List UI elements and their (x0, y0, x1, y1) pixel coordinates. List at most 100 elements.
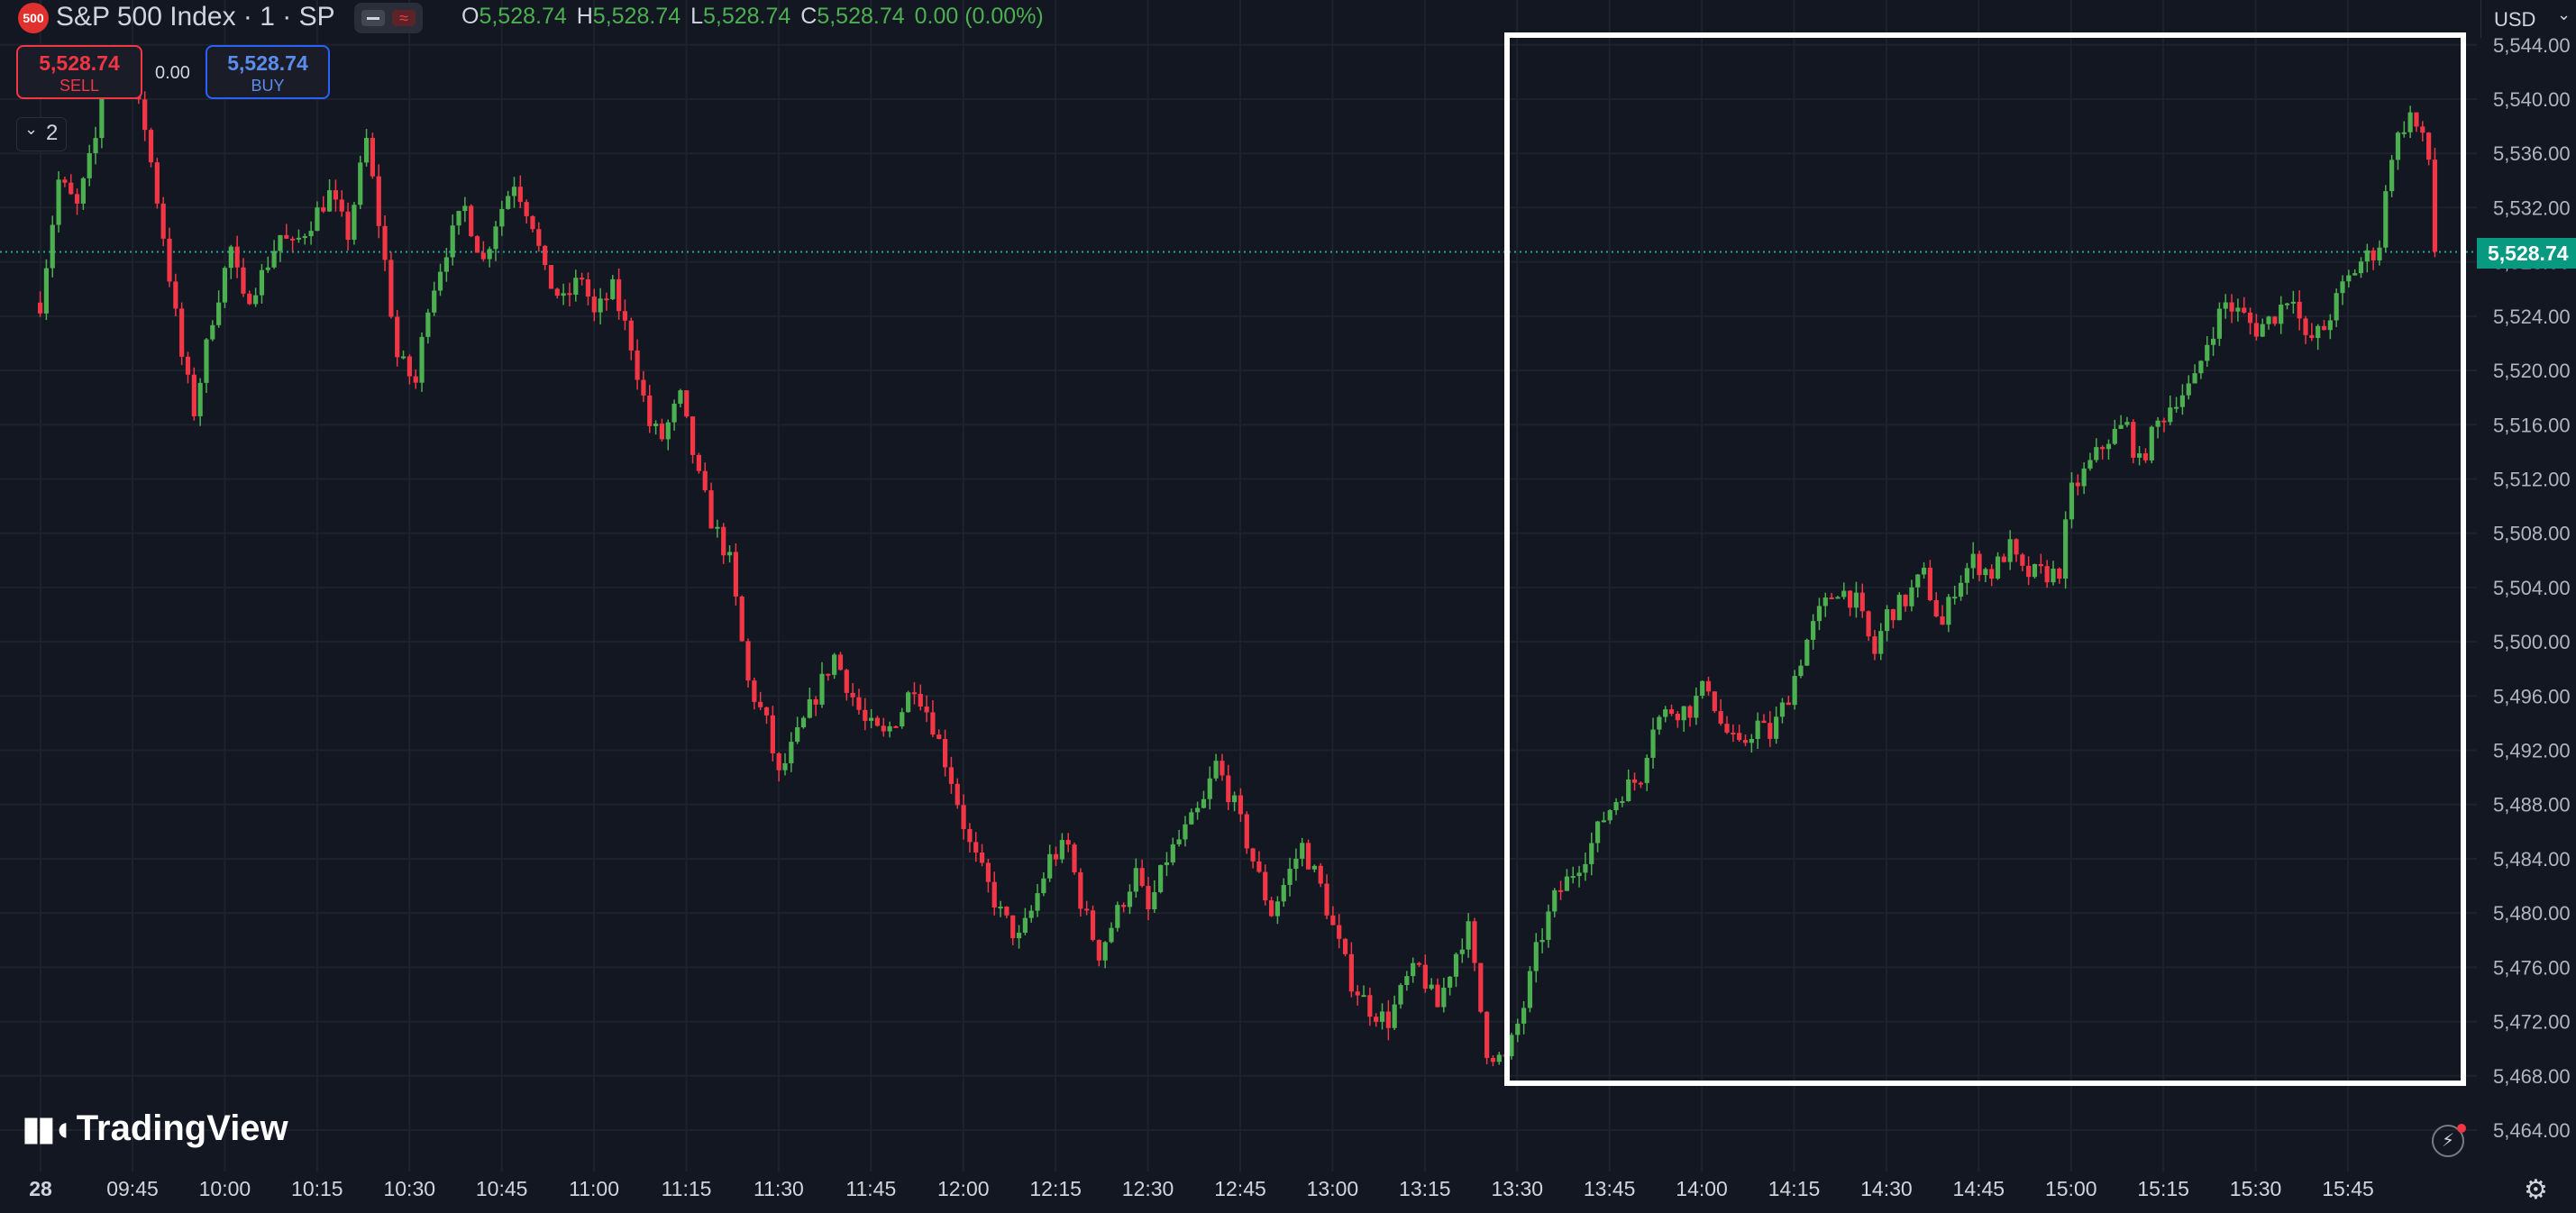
x-tick-label: 14:45 (1953, 1177, 2005, 1200)
gear-icon[interactable]: ⚙ (2524, 1175, 2548, 1205)
candle (395, 309, 400, 367)
indicators-toggle[interactable]: ⌄ 2 (16, 117, 67, 151)
candle-body (1650, 729, 1656, 758)
candle (62, 177, 68, 187)
currency-selector[interactable]: USD ⌄ (2480, 0, 2576, 38)
y-tick-label: 5,520.00 (2493, 360, 2571, 382)
symbol-logo[interactable]: 500 (18, 3, 49, 33)
candle-body (1737, 733, 1742, 741)
candle-body (204, 339, 209, 383)
candle-body (2420, 126, 2425, 133)
candle-body (1065, 840, 1071, 845)
minus-icon[interactable] (361, 10, 385, 26)
candle (1072, 842, 1077, 875)
candle (1829, 592, 1834, 599)
tradingview-logo[interactable]: ▮▮◖ TradingView (22, 1108, 288, 1149)
candle-body (1416, 962, 1422, 965)
candle (2389, 154, 2395, 197)
spread-value: 0.00 (155, 63, 190, 83)
candle-body (1731, 732, 1736, 734)
flash-icon[interactable]: ⚡ (2432, 1125, 2464, 1157)
candle (278, 234, 283, 262)
candle-body (776, 752, 781, 771)
candle-body (979, 852, 985, 863)
candle (2395, 131, 2401, 170)
candle-body (370, 138, 376, 177)
candle (1478, 962, 1484, 1014)
candle (1866, 610, 1871, 641)
candle (1189, 808, 1194, 825)
candle-body (2383, 191, 2389, 248)
candle (1731, 724, 1736, 743)
candle-body (1139, 868, 1145, 887)
candle (2358, 257, 2364, 278)
candle (1367, 987, 1373, 1026)
candle-body (580, 278, 585, 280)
candle (2253, 314, 2259, 341)
candle-body (585, 278, 591, 297)
candle (265, 256, 270, 273)
candle-body (1367, 995, 1373, 1017)
wave-icon[interactable]: ≈ (392, 10, 416, 26)
indicators-count: 2 (46, 121, 59, 145)
candle (653, 420, 659, 435)
candle (813, 696, 818, 716)
price-axis[interactable]: 5,464.00 5,468.00 5,472.00 5,476.00 5,480.00… (2493, 34, 2571, 1142)
candle-body (1096, 940, 1101, 961)
candle-body (443, 257, 449, 272)
candle (2026, 556, 2032, 586)
x-tick-label: 10:15 (291, 1177, 343, 1200)
candle-body (1552, 889, 1557, 912)
candle (973, 832, 979, 862)
candle-body (517, 187, 523, 203)
candle (1232, 791, 1238, 812)
candle (1244, 811, 1249, 854)
candle (1311, 864, 1317, 872)
candle (561, 283, 566, 306)
candle-body (1989, 569, 1995, 579)
candle-body (2352, 273, 2358, 276)
candle-body (1041, 878, 1046, 894)
candle-body (733, 552, 738, 597)
candle-body (2414, 112, 2419, 127)
candle (702, 462, 708, 493)
candle (961, 794, 966, 840)
sell-button[interactable]: 5,528.74 SELL (16, 45, 142, 99)
symbol-title[interactable]: S&P 500 Index · 1 · SP (56, 2, 335, 32)
candle-body (1158, 864, 1164, 892)
candle-body (1152, 891, 1157, 909)
candle-body (1940, 616, 1945, 625)
candle (617, 268, 622, 320)
candle-body (1219, 761, 1225, 776)
candle (2131, 419, 2136, 464)
candle-body (2395, 132, 2401, 160)
candle (985, 859, 991, 893)
candle (191, 367, 196, 421)
candle (74, 188, 80, 215)
candle (2377, 240, 2382, 266)
candle-body (826, 673, 831, 676)
candle (1570, 866, 1576, 884)
candle (1330, 906, 1336, 926)
candle-body (2364, 250, 2370, 262)
candle (1546, 904, 1551, 948)
candle-body (1761, 720, 1767, 724)
candle (1348, 942, 1354, 998)
candle (1620, 796, 1625, 807)
candle-body (50, 224, 55, 269)
candle-body (222, 268, 228, 303)
candle (462, 196, 468, 223)
candle (967, 823, 973, 853)
time-axis[interactable]: 28 09:45 10:00 10:15 10:30 10:45 11:00 11:15 11:… (29, 1177, 2374, 1200)
candle (911, 681, 918, 705)
candle (1287, 857, 1293, 897)
candle (1872, 630, 1877, 661)
candle (43, 259, 50, 321)
buy-button[interactable]: 5,528.74 BUY (206, 45, 330, 99)
candle-body (179, 308, 185, 357)
x-tick-label: 10:45 (476, 1177, 528, 1200)
y-tick-label: 5,504.00 (2493, 577, 2571, 599)
candle (1158, 864, 1164, 894)
candle (782, 752, 788, 776)
